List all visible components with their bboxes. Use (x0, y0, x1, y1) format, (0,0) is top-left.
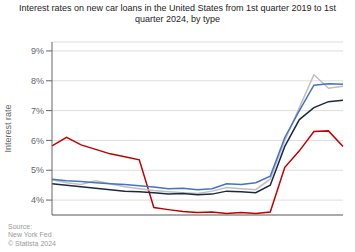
svg-text:9%: 9% (31, 46, 44, 56)
html-text:Interest rates on new car loan: Interest rates on new car loans in the U… (18, 3, 337, 24)
svg-text:5%: 5% (31, 165, 44, 175)
svg-text:Interest rate: Interest rate (8, 104, 13, 152)
html-text:Source: New York Fed © Statist: Source: New York Fed © Statista 2024 (8, 223, 56, 247)
svg-text:8%: 8% (31, 76, 44, 86)
svg-text:7%: 7% (31, 106, 44, 116)
svg-text:4%: 4% (31, 195, 44, 205)
svg-text:6%: 6% (31, 136, 44, 146)
